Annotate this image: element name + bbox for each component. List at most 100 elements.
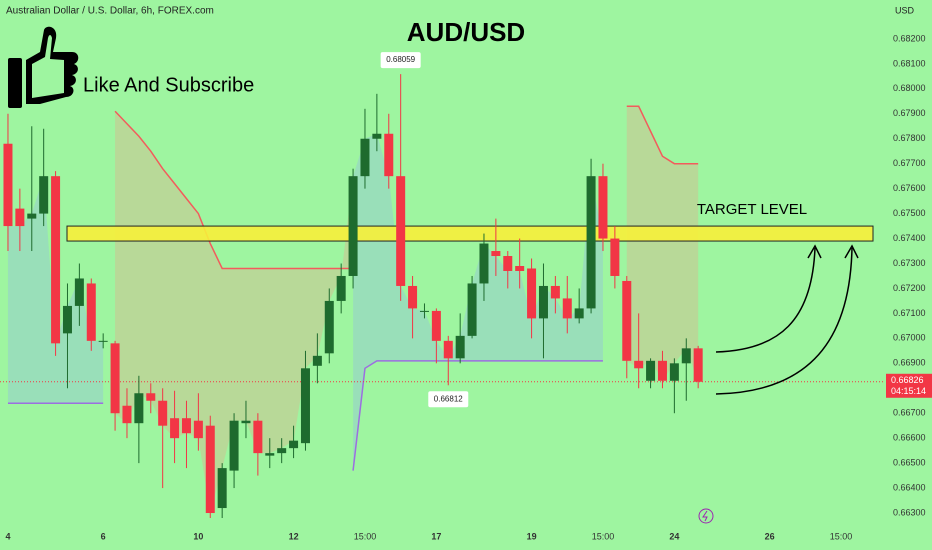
candle-body [384, 133, 394, 177]
band-fill [626, 106, 699, 382]
y-tick-label: 0.67300 [893, 258, 926, 268]
candle-body [289, 440, 299, 449]
y-tick-label: 0.67900 [893, 108, 926, 118]
candle-body [146, 393, 156, 401]
x-tick-label: 10 [193, 531, 203, 541]
y-tick-label: 0.68100 [893, 58, 926, 68]
y-tick-label: 0.67000 [893, 333, 926, 343]
x-tick-label: 12 [289, 531, 299, 541]
candle-body [693, 348, 703, 382]
candle-body [479, 243, 489, 284]
subtitle: Like And Subscribe [83, 74, 254, 96]
x-tick-label: 4 [5, 531, 10, 541]
candle-body [122, 405, 132, 424]
plot: 0.66300 0.66400 0.66500 0.66600 0.66700 0.668… [0, 33, 926, 541]
candle-body [74, 278, 84, 306]
candle-body [229, 420, 239, 471]
chart-title: AUD/USD [407, 17, 525, 47]
candle-body [455, 335, 465, 359]
target-zone [66, 225, 874, 242]
band-line [7, 360, 603, 471]
currency: USD [895, 5, 915, 15]
candle-body [181, 418, 191, 434]
y-tick-label: 0.66700 [893, 408, 926, 418]
price-callout-box [380, 52, 421, 69]
candle-body [3, 143, 13, 227]
candle-body [467, 283, 477, 336]
event-icon [698, 508, 714, 524]
y-tick-label: 0.67200 [893, 283, 926, 293]
candle-body [419, 310, 429, 312]
y-tick-label: 0.68000 [893, 83, 926, 93]
candle-body [86, 283, 96, 341]
x-tick-label: 15:00 [354, 531, 377, 541]
candle-body [586, 176, 596, 309]
candle-body [515, 265, 525, 271]
x-tick-label: 15:00 [592, 531, 615, 541]
candle-body [170, 418, 180, 439]
candle-body [681, 348, 691, 364]
candle-body [396, 176, 406, 286]
candle-body [527, 268, 537, 319]
candle-body [372, 133, 382, 139]
y-tick-label: 0.67100 [893, 308, 926, 318]
candle-body [491, 251, 501, 257]
y-tick-label: 0.66600 [893, 433, 926, 443]
y-tick-label: 0.66400 [893, 482, 926, 492]
y-tick-label: 0.67500 [893, 208, 926, 218]
price-callout-box [428, 391, 469, 408]
y-tick-label: 0.66900 [893, 358, 926, 368]
candle-body [324, 300, 334, 354]
y-tick-label: 0.67700 [893, 158, 926, 168]
target-text: TARGET LEVEL [697, 201, 807, 218]
candle-body [300, 368, 310, 444]
candle-body [336, 275, 346, 301]
candle-body [443, 340, 453, 359]
band-fill [353, 133, 603, 471]
current-price-box [886, 373, 932, 398]
y-tick-label: 0.68200 [893, 33, 926, 43]
candle-body [27, 213, 37, 219]
price-callout: 0.66812 [434, 394, 463, 403]
y-tick-label: 0.67600 [893, 183, 926, 193]
candle-body [110, 343, 120, 414]
candle-body [15, 208, 25, 227]
countdown-label: 04:15:14 [891, 386, 926, 396]
candle-body [158, 400, 168, 426]
candle-body [277, 448, 287, 454]
y-tick-label: 0.67400 [893, 233, 926, 243]
candle-body [503, 256, 513, 271]
candle-body [51, 176, 61, 344]
candle-body [562, 298, 572, 319]
current-price-label: 0.66826 [891, 375, 924, 385]
candle-body [205, 425, 215, 514]
candle-body [134, 393, 144, 424]
x-tick-label: 15:00 [830, 531, 853, 541]
candle-body [62, 305, 72, 334]
target-arrows [715, 244, 859, 395]
x-tick-label: 24 [669, 531, 679, 541]
candle-body [193, 420, 203, 439]
candle-body [217, 468, 227, 509]
candle-body [265, 453, 275, 456]
y-tick-label: 0.66300 [893, 507, 926, 517]
candle-body [622, 280, 632, 361]
candle-body [550, 285, 560, 299]
candle-body [634, 360, 644, 369]
candle-body [598, 176, 608, 239]
candle-body [538, 285, 548, 319]
candle-body [574, 308, 584, 319]
event-icon-bolt [702, 510, 708, 522]
candle-body [669, 363, 679, 381]
candle-body [312, 355, 322, 366]
x-tick-label: 19 [527, 531, 537, 541]
x-tick-label: 6 [101, 531, 106, 541]
candle-body [610, 238, 620, 276]
source: Australian Dollar / U.S. Dollar, 6h, FOR… [6, 6, 214, 17]
candle-body [348, 176, 358, 276]
candle-body [408, 285, 418, 309]
band-line [114, 105, 699, 270]
candle-body [98, 340, 108, 342]
candle-body [657, 360, 667, 381]
